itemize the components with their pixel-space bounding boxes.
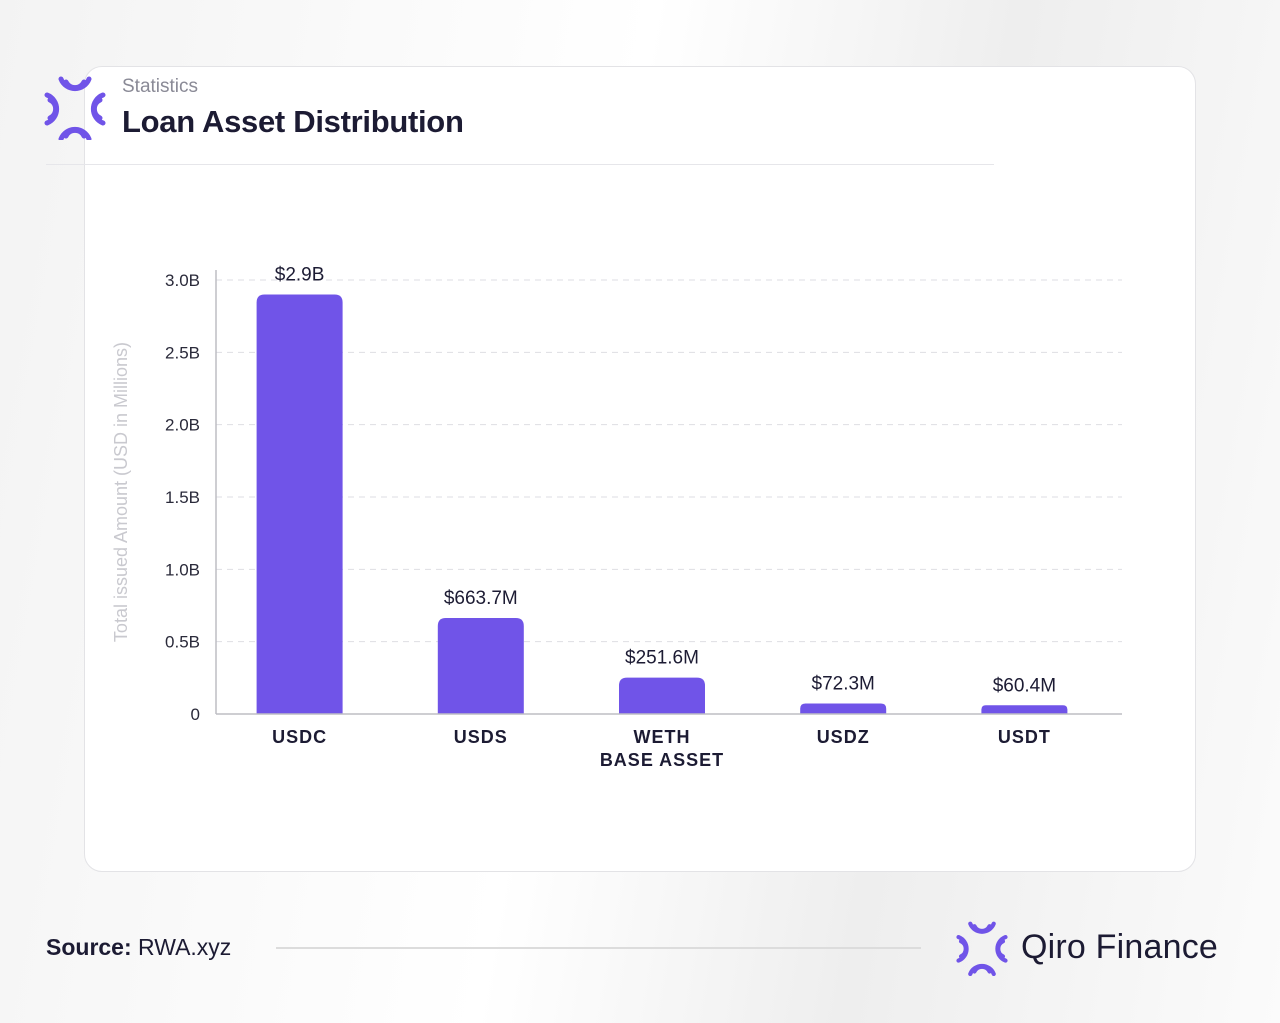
- y-axis-title: Total issued Amount (USD in Millions): [111, 342, 131, 642]
- x-tick-label: WETH: [634, 727, 691, 747]
- data-label: $2.9B: [275, 264, 325, 285]
- y-tick-label: 1.5B: [165, 488, 200, 507]
- data-label: $60.4M: [993, 675, 1056, 696]
- brand-name: Qiro Finance: [1021, 928, 1219, 966]
- y-tick-label: 3.0B: [165, 271, 200, 290]
- source-value: RWA.xyz: [138, 934, 232, 960]
- y-tick-label: 0: [191, 705, 200, 724]
- bar: [800, 703, 887, 714]
- bar: [256, 294, 343, 714]
- bar: [437, 617, 524, 714]
- page-title: Loan Asset Distribution: [122, 104, 464, 139]
- source-label: Source:: [46, 934, 132, 960]
- qiro-logo-icon: [956, 921, 1008, 976]
- x-tick-label: BASE ASSET: [600, 750, 724, 770]
- source-credit: Source: RWA.xyz: [46, 934, 231, 961]
- bar: [619, 677, 705, 714]
- bar: [981, 705, 1068, 714]
- qiro-logo-icon: [44, 76, 106, 140]
- x-tick-label: USDZ: [817, 727, 870, 747]
- y-tick-label: 2.5B: [165, 343, 200, 362]
- y-tick-label: 0.5B: [165, 633, 200, 652]
- x-tick-label: USDT: [998, 727, 1051, 747]
- header-subtitle: Statistics: [122, 76, 199, 97]
- data-label: $663.7M: [444, 588, 518, 609]
- y-tick-label: 1.0B: [165, 560, 200, 579]
- header-divider: [46, 164, 994, 165]
- data-label: $72.3M: [812, 674, 875, 695]
- y-tick-label: 2.0B: [165, 416, 200, 435]
- x-tick-label: USDS: [454, 727, 508, 747]
- data-label: $251.6M: [625, 648, 699, 669]
- x-tick-label: USDC: [272, 727, 327, 747]
- footer-divider: [276, 947, 921, 949]
